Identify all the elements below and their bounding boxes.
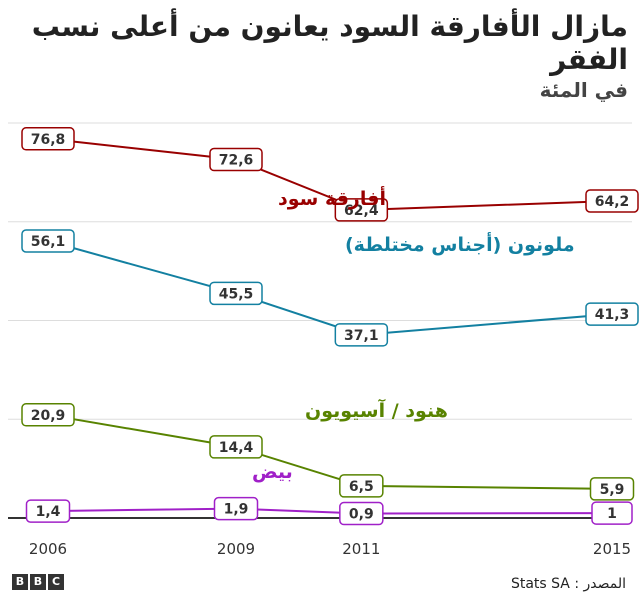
series-line bbox=[47, 413, 613, 490]
series-name-label: هنود / آسيويون bbox=[305, 398, 448, 422]
data-label-box bbox=[339, 501, 384, 526]
data-label-box bbox=[21, 229, 75, 253]
data-label-box bbox=[585, 302, 639, 326]
data-label: 72,6 bbox=[219, 153, 254, 169]
series-name-label: ملونون (أجناس مختلطة) bbox=[345, 232, 575, 256]
data-label: 20,9 bbox=[31, 408, 66, 424]
data-label-box bbox=[591, 501, 633, 525]
bbc-logo-letter: B bbox=[30, 574, 46, 590]
data-label: 62,4 bbox=[344, 203, 379, 219]
data-label: 64,2 bbox=[595, 194, 630, 210]
data-label: 6,5 bbox=[349, 479, 374, 495]
data-label-box bbox=[209, 281, 263, 306]
series-line bbox=[47, 507, 613, 515]
data-label-box bbox=[334, 198, 389, 222]
series-name-label: بيض bbox=[252, 461, 293, 483]
data-label: 41,3 bbox=[595, 307, 630, 323]
series-line bbox=[47, 240, 613, 336]
data-label: 5,9 bbox=[600, 482, 625, 498]
data-label: 0,9 bbox=[349, 507, 374, 523]
bbc-logo-letter: B bbox=[12, 574, 28, 590]
data-label-box bbox=[589, 477, 635, 501]
data-label-box bbox=[209, 435, 263, 459]
chart-title: مازال الأفارقة السود يعانون من أعلى نسب … bbox=[31, 10, 629, 76]
data-label-box bbox=[21, 127, 75, 151]
data-label-box bbox=[339, 474, 384, 498]
x-tick-label: 2006 bbox=[29, 540, 67, 558]
data-label-box bbox=[21, 403, 75, 427]
x-tick-label: 2011 bbox=[342, 540, 380, 558]
chart-subtitle: في المئة bbox=[539, 78, 628, 102]
data-label: 45,5 bbox=[219, 286, 254, 302]
data-label: 14,4 bbox=[219, 440, 254, 456]
series-name-label: أفارقة سود bbox=[278, 186, 386, 210]
data-label-box bbox=[334, 323, 389, 347]
x-tick-label: 2009 bbox=[217, 540, 255, 558]
data-label: 56,1 bbox=[31, 234, 66, 250]
data-label: 1,4 bbox=[36, 504, 61, 520]
data-label: 37,1 bbox=[344, 328, 379, 344]
data-label-box bbox=[213, 496, 259, 521]
data-label-box bbox=[25, 499, 71, 523]
data-label-box bbox=[209, 147, 263, 172]
data-label: 1 bbox=[607, 506, 617, 522]
source-note: المصدر : Stats SA bbox=[510, 576, 626, 592]
series-line bbox=[47, 137, 613, 211]
data-label: 1,9 bbox=[224, 502, 249, 518]
data-label-box bbox=[585, 189, 639, 213]
bbc-logo-letter: C bbox=[48, 574, 64, 590]
data-label: 76,8 bbox=[31, 132, 66, 148]
x-tick-label: 2015 bbox=[593, 540, 631, 558]
bbc-logo: B B C bbox=[12, 574, 64, 590]
